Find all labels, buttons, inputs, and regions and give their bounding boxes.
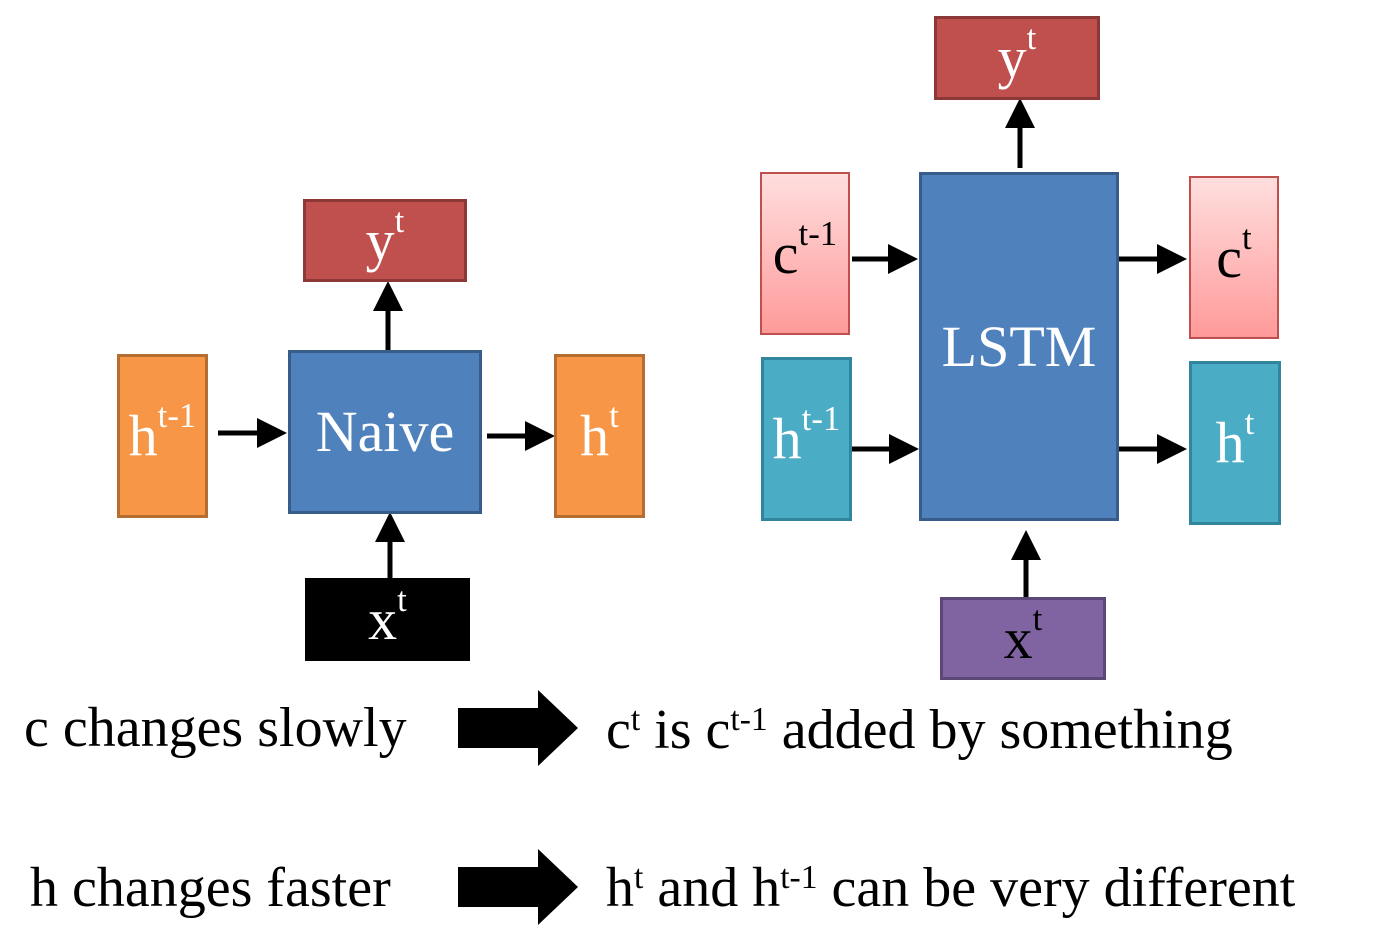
note-1-part: c	[606, 699, 631, 761]
naive-block-label: Naive	[315, 399, 455, 464]
lstm-block-label: LSTM	[941, 313, 1097, 379]
lstm-prev-cell-sup: t-1	[798, 213, 838, 253]
note-2-sup: t	[634, 858, 644, 896]
lstm-prev-hidden-label: h	[772, 406, 802, 471]
lstm-prev-hidden-box: h t-1	[761, 357, 852, 521]
lstm-next-hidden-sup: t	[1244, 403, 1255, 443]
naive-output-label: y	[365, 207, 395, 273]
lstm-output-label: y	[997, 25, 1027, 90]
note-1-part: added by something	[767, 699, 1233, 761]
big-arrow-1	[458, 690, 578, 766]
naive-output-sup: t	[394, 200, 405, 240]
lstm-next-hidden-label: h	[1215, 410, 1245, 475]
note-1-right: ct is ct-1 added by something	[606, 702, 1233, 758]
lstm-input-label: x	[1003, 605, 1033, 671]
note-1-sup: t-1	[730, 700, 768, 738]
lstm-block: LSTM	[919, 172, 1119, 521]
naive-input-sup: t	[397, 579, 407, 619]
note-2-left: h changes faster	[30, 857, 391, 919]
lstm-input-sup: t	[1032, 598, 1043, 638]
note-2-right: ht and ht-1 can be very different	[606, 860, 1295, 916]
lstm-prev-hidden-sup: t-1	[801, 399, 841, 439]
note-1-sup: t	[630, 700, 641, 738]
note-2-part: and h	[643, 857, 781, 919]
big-arrow-2	[458, 849, 578, 925]
naive-block: Naive	[288, 350, 482, 514]
naive-input-label: x	[368, 586, 398, 652]
note-2-sup: t-1	[780, 858, 818, 896]
note-2-part: can be very different	[817, 857, 1296, 919]
naive-prev-hidden-box: h t-1	[117, 354, 208, 518]
note-1-left: c changes slowly	[24, 697, 407, 759]
naive-next-hidden-sup: t	[609, 396, 619, 436]
lstm-next-cell-sup: t	[1242, 217, 1252, 257]
note-2-part: h	[606, 857, 634, 919]
naive-prev-hidden-label: h	[128, 403, 158, 468]
lstm-next-cell-label: c	[1216, 224, 1243, 290]
lstm-output-sup: t	[1026, 18, 1037, 58]
note-1-part: is c	[640, 699, 731, 761]
naive-next-hidden-label: h	[580, 403, 610, 468]
naive-prev-hidden-sup: t-1	[157, 396, 197, 436]
lstm-prev-cell-label: c	[772, 220, 799, 286]
lstm-prev-cell-box: c t-1	[760, 172, 850, 335]
